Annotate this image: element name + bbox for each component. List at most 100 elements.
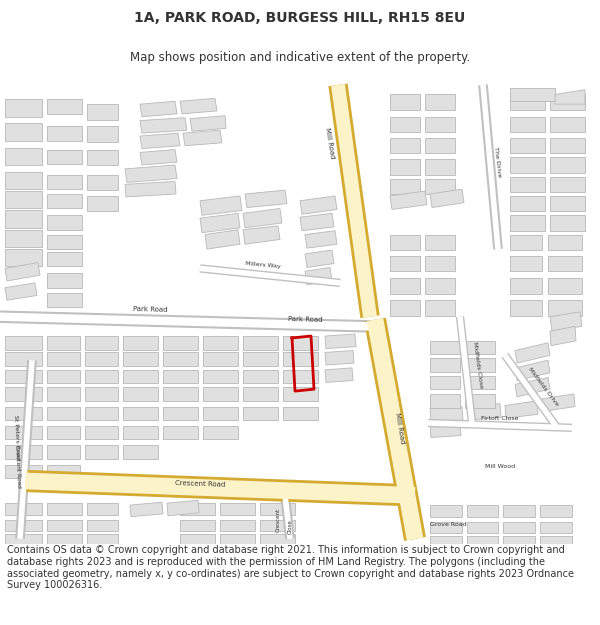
- Polygon shape: [550, 312, 582, 331]
- Polygon shape: [87, 104, 118, 119]
- Polygon shape: [542, 394, 575, 411]
- Text: Millers Way: Millers Way: [245, 261, 281, 269]
- Text: Contains OS data © Crown copyright and database right 2021. This information is : Contains OS data © Crown copyright and d…: [7, 546, 574, 590]
- Polygon shape: [465, 341, 495, 354]
- Polygon shape: [47, 273, 82, 288]
- Polygon shape: [430, 422, 461, 437]
- Polygon shape: [85, 352, 118, 366]
- Polygon shape: [425, 117, 455, 132]
- Polygon shape: [283, 388, 318, 401]
- Polygon shape: [163, 388, 198, 401]
- Polygon shape: [180, 503, 215, 515]
- Polygon shape: [5, 172, 42, 189]
- Polygon shape: [47, 215, 82, 230]
- Text: Mill Wood: Mill Wood: [485, 464, 515, 469]
- Polygon shape: [305, 231, 337, 248]
- Polygon shape: [47, 234, 82, 249]
- Polygon shape: [260, 519, 295, 531]
- Polygon shape: [503, 536, 535, 548]
- Polygon shape: [510, 234, 542, 250]
- Polygon shape: [550, 326, 576, 346]
- Polygon shape: [550, 138, 585, 153]
- Polygon shape: [550, 177, 585, 192]
- Polygon shape: [467, 536, 498, 548]
- Polygon shape: [220, 534, 255, 546]
- Polygon shape: [425, 179, 455, 194]
- Polygon shape: [47, 352, 80, 366]
- Text: Mill Road: Mill Road: [394, 412, 406, 444]
- Polygon shape: [430, 505, 462, 517]
- Polygon shape: [5, 534, 42, 546]
- Polygon shape: [510, 88, 555, 101]
- Polygon shape: [87, 519, 118, 531]
- Text: Park Road: Park Road: [133, 306, 167, 313]
- Polygon shape: [123, 352, 158, 366]
- Polygon shape: [5, 426, 42, 439]
- Polygon shape: [167, 500, 199, 516]
- Polygon shape: [220, 503, 255, 515]
- Polygon shape: [390, 159, 420, 174]
- Text: Park Road: Park Road: [287, 316, 322, 323]
- Polygon shape: [5, 352, 42, 366]
- Text: 1A, PARK ROAD, BURGESS HILL, RH15 8EU: 1A, PARK ROAD, BURGESS HILL, RH15 8EU: [134, 11, 466, 24]
- Polygon shape: [540, 521, 572, 533]
- Polygon shape: [125, 181, 176, 197]
- Polygon shape: [5, 406, 42, 420]
- Text: St Peters Road: St Peters Road: [13, 414, 20, 461]
- Polygon shape: [47, 126, 82, 141]
- Polygon shape: [180, 534, 215, 546]
- Polygon shape: [123, 388, 158, 401]
- Polygon shape: [47, 464, 80, 478]
- Polygon shape: [548, 256, 582, 271]
- Polygon shape: [123, 445, 158, 459]
- Polygon shape: [87, 196, 118, 211]
- Polygon shape: [87, 174, 118, 190]
- Polygon shape: [5, 445, 42, 459]
- Polygon shape: [47, 194, 82, 209]
- Polygon shape: [425, 256, 455, 271]
- Polygon shape: [390, 191, 427, 209]
- Polygon shape: [510, 278, 542, 294]
- Polygon shape: [555, 89, 585, 104]
- Polygon shape: [425, 278, 455, 294]
- Polygon shape: [5, 124, 42, 141]
- Polygon shape: [465, 358, 495, 372]
- Polygon shape: [5, 388, 42, 401]
- Polygon shape: [87, 126, 118, 142]
- Polygon shape: [305, 268, 332, 285]
- Polygon shape: [510, 117, 545, 132]
- Text: The Drive: The Drive: [493, 147, 502, 178]
- Polygon shape: [510, 300, 542, 316]
- Polygon shape: [425, 234, 455, 250]
- Polygon shape: [425, 94, 455, 110]
- Polygon shape: [85, 370, 118, 383]
- Polygon shape: [390, 300, 420, 316]
- Polygon shape: [325, 351, 354, 365]
- Polygon shape: [47, 336, 80, 349]
- Polygon shape: [5, 249, 42, 266]
- Polygon shape: [47, 445, 80, 459]
- Polygon shape: [510, 177, 545, 192]
- Polygon shape: [163, 352, 198, 366]
- Polygon shape: [203, 388, 238, 401]
- Polygon shape: [390, 234, 420, 250]
- Polygon shape: [515, 360, 550, 381]
- Polygon shape: [430, 189, 464, 208]
- Polygon shape: [200, 213, 240, 232]
- Polygon shape: [123, 426, 158, 439]
- Polygon shape: [390, 179, 420, 194]
- Polygon shape: [200, 196, 242, 215]
- Text: Firtoft Close: Firtoft Close: [481, 416, 519, 421]
- Polygon shape: [325, 334, 356, 349]
- Polygon shape: [163, 406, 198, 420]
- Polygon shape: [510, 256, 542, 271]
- Polygon shape: [510, 138, 545, 153]
- Polygon shape: [203, 336, 238, 349]
- Polygon shape: [515, 378, 550, 397]
- Polygon shape: [283, 352, 318, 366]
- Polygon shape: [47, 174, 82, 189]
- Polygon shape: [5, 211, 42, 228]
- Polygon shape: [47, 534, 82, 546]
- Polygon shape: [87, 534, 118, 546]
- Polygon shape: [430, 341, 460, 354]
